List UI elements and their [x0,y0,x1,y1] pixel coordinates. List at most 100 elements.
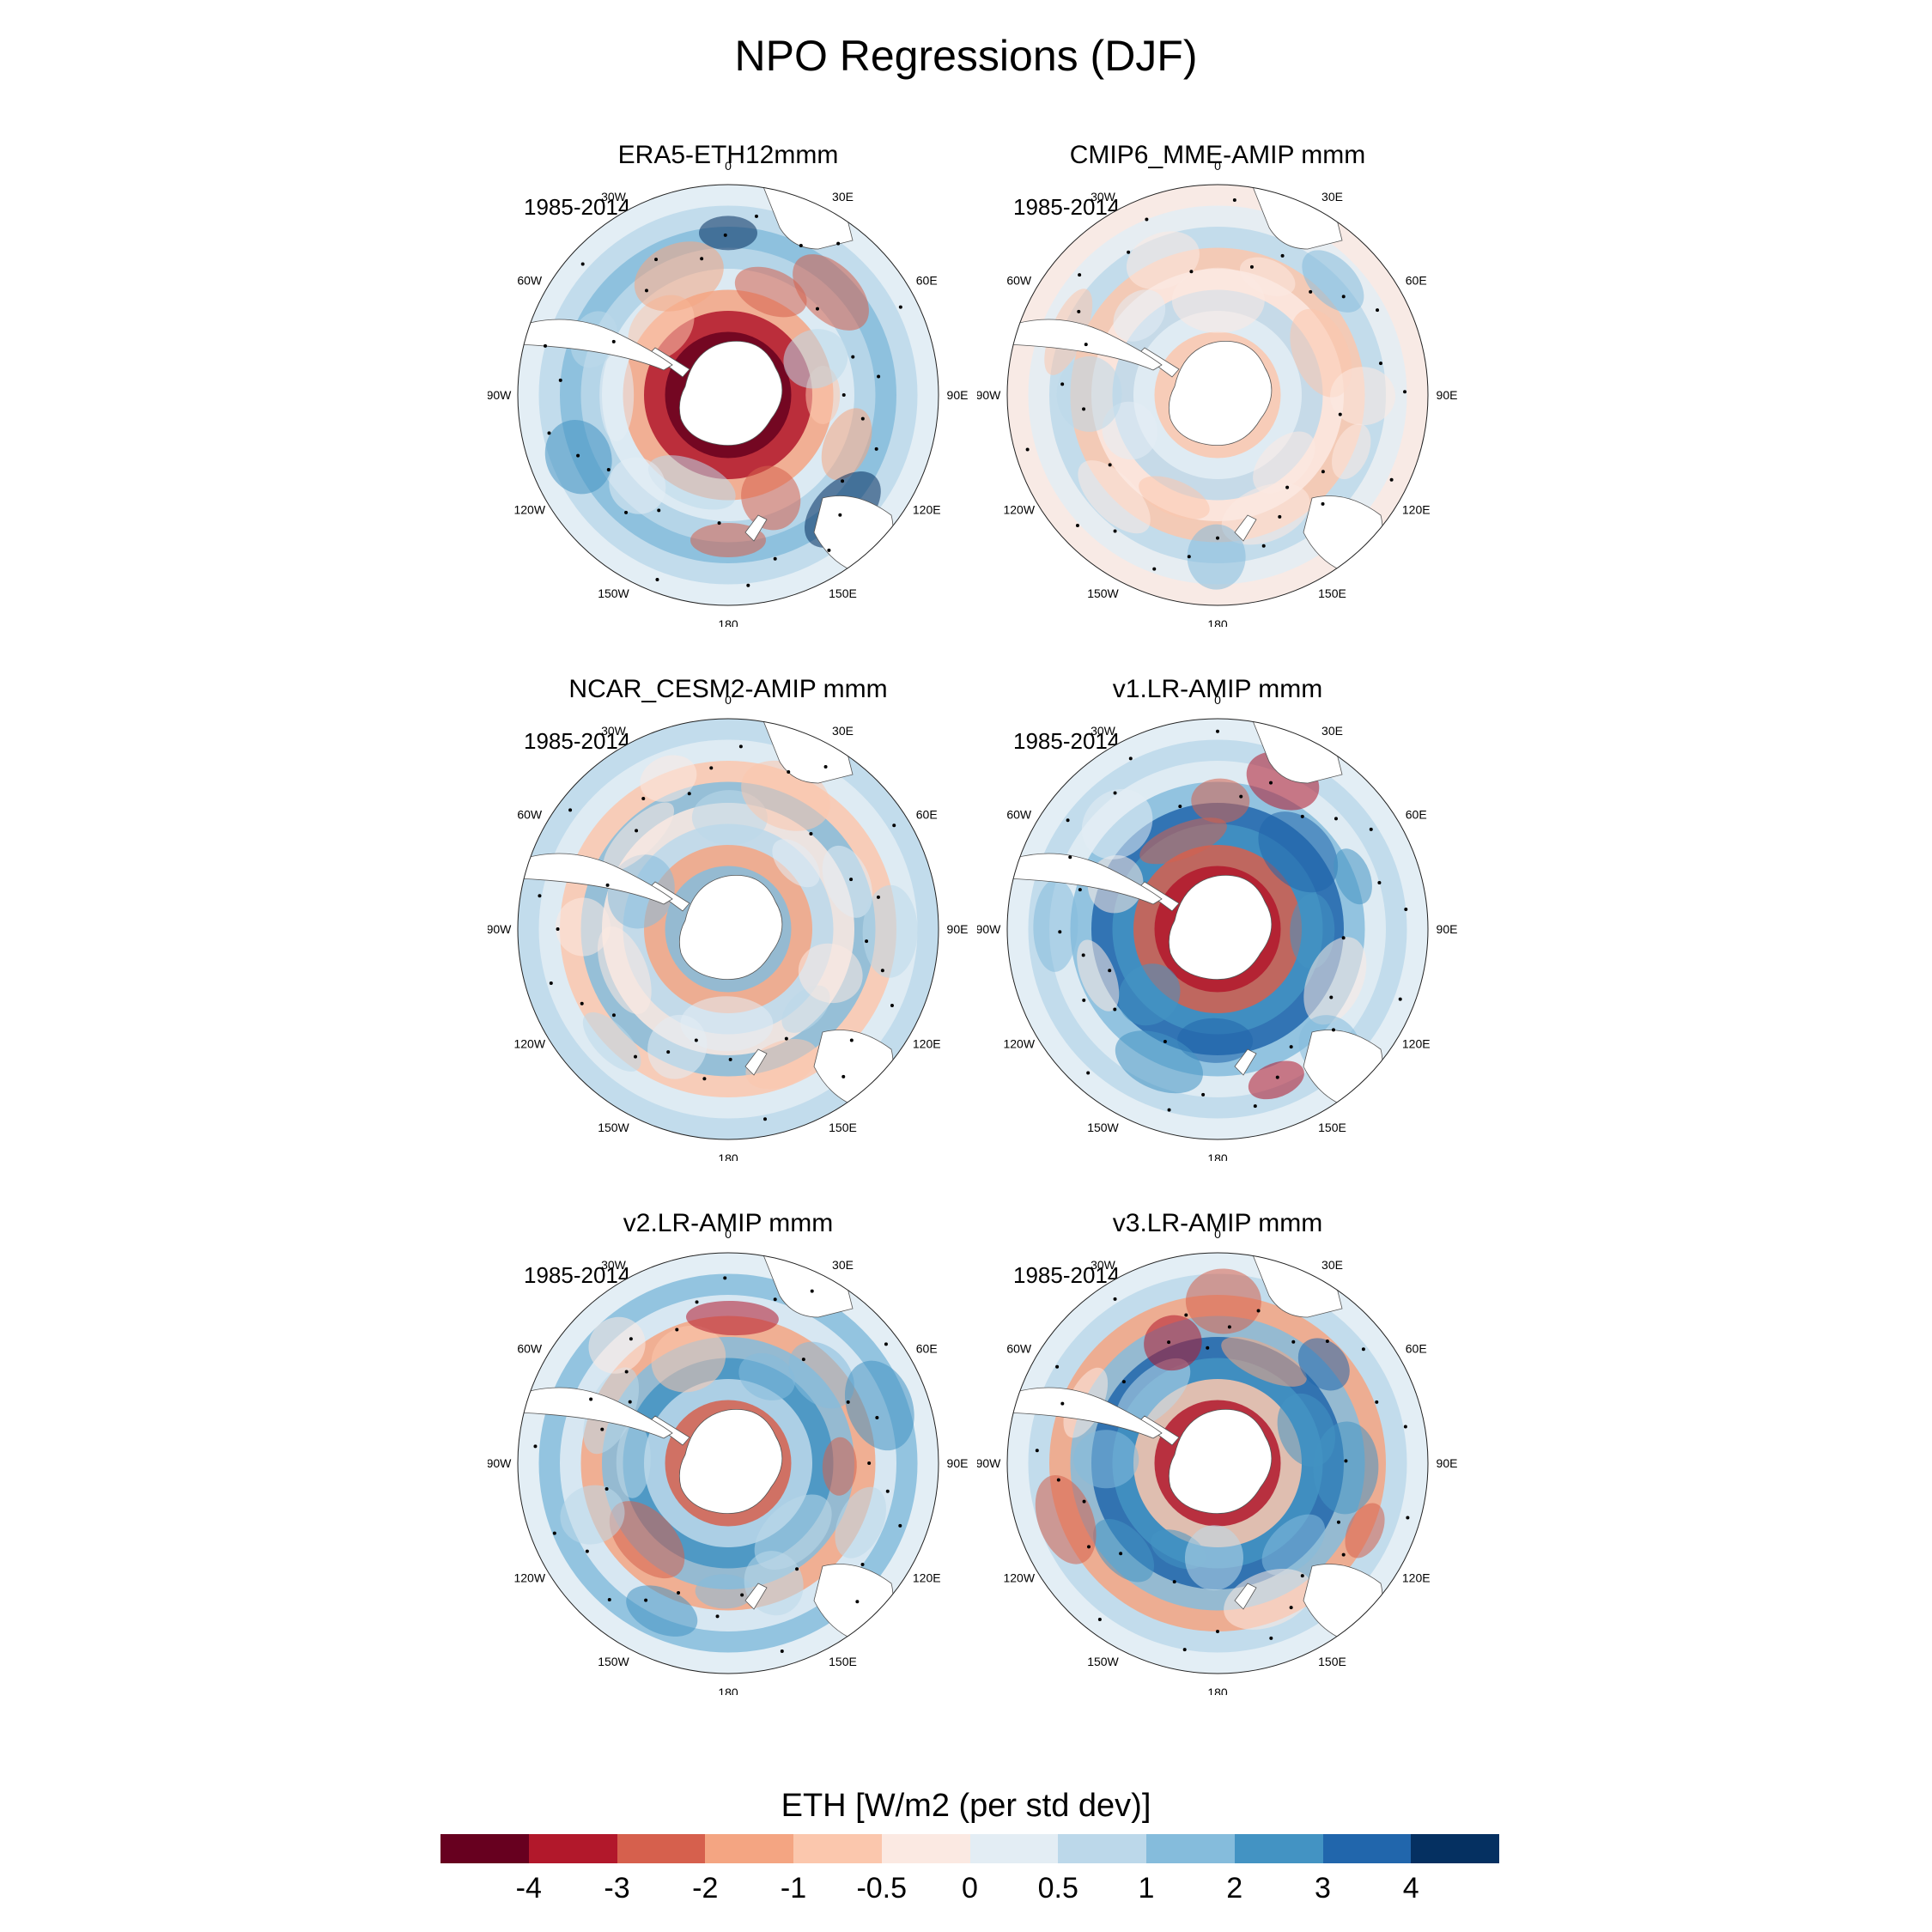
anomaly-field [1007,1253,1428,1674]
anomaly-blob [1093,1518,1155,1583]
colorbar-segment [1234,1834,1323,1863]
significance-dot [1082,998,1086,1002]
anomaly-blob [1073,1430,1139,1489]
longitude-label: 120W [513,1037,545,1051]
africa [1251,1253,1343,1318]
longitude-label: 30E [1321,1258,1343,1272]
significance-dot [1056,1478,1060,1482]
significance-dot [1336,1520,1340,1524]
significance-dot [1184,1313,1188,1317]
significance-dot [1249,264,1254,269]
panel-title: CMIP6_MME-AMIP mmm [1069,141,1366,169]
significance-dot [605,1487,609,1492]
polar-map: 0 30E 60E 90E 120E 150E 180 150W 120W 90W 60W 30W [488,1227,968,1695]
africa [762,1253,854,1318]
new-zealand [744,1583,768,1610]
significance-dot [709,766,714,770]
longitude-label: 150W [1087,586,1119,600]
anomaly-blob [685,1300,779,1336]
anomaly-field [1007,719,1428,1139]
anomaly-blob [1139,817,1227,865]
significance-dot [1182,1648,1187,1652]
colorbar-tick-label: -4 [515,1872,542,1905]
significance-dot [1275,1075,1279,1079]
significance-dot [1289,1606,1293,1610]
colorbar-tick-label: -2 [692,1872,719,1905]
longitude-label: 150E [1318,1121,1346,1134]
significance-dot [1068,855,1072,860]
anomaly-blob [1126,231,1200,290]
significance-dot [700,257,704,261]
significance-dot [1291,1340,1296,1344]
significance-dot [838,513,842,517]
significance-dot [544,343,548,348]
panel-title: v3.LR-AMIP mmm [1112,1209,1323,1237]
significance-dot [1075,524,1079,528]
significance-dot [1331,1028,1335,1032]
significance-dot [558,378,562,382]
significance-dot [538,894,542,898]
antarctica-landmass [678,1408,783,1515]
anomaly-blob [835,1486,887,1558]
significance-dot [702,1077,707,1081]
longitude-label: 90E [1437,388,1458,402]
longitude-label: 90W [977,1456,1001,1470]
significance-dot [1025,447,1030,452]
colorbar-tick-label: -3 [604,1872,630,1905]
significance-dot [1256,1309,1261,1313]
significance-dot [1055,1364,1060,1369]
significance-dot [1389,477,1394,482]
significance-dot [568,808,573,812]
significance-dot [841,1074,846,1078]
colorbar-segment [1146,1834,1235,1863]
anomaly-blob [1224,1569,1313,1630]
panel-title: v1.LR-AMIP mmm [1112,675,1323,703]
significance-dot [1341,936,1346,940]
significance-dot [1253,1104,1257,1109]
anomaly-blob [772,839,820,888]
colorbar-tick-label: -1 [780,1872,807,1905]
panel-period: 1985-2014 [524,728,631,754]
significance-dot [849,878,854,882]
longitude-label: 30E [1321,724,1343,738]
significance-dot [1119,1552,1123,1556]
longitude-label: 180 [718,617,738,627]
anomaly-blob [1302,250,1364,313]
anomaly-blob [628,295,695,361]
significance-dot [1058,930,1062,934]
significance-dot [611,1013,616,1018]
longitude-label: 180 [1207,617,1228,627]
significance-dot [1060,382,1065,386]
longitude-label: 90E [947,388,969,402]
significance-dot [890,1004,894,1008]
longitude-label: 150E [829,1655,857,1668]
figure-title: NPO Regressions (DJF) [734,32,1198,80]
significance-dot [1206,1346,1210,1350]
significance-dot [1113,791,1117,795]
anomaly-blob [1144,1315,1202,1371]
colorbar-segment [617,1834,706,1863]
significance-dot [1280,253,1285,258]
significance-dot [1097,1617,1102,1621]
significance-dot [607,1598,611,1602]
significance-dot [1289,1045,1293,1049]
map-boundary [1006,718,1429,1140]
longitude-label: 30E [832,190,854,204]
significance-dot [1216,729,1219,733]
significance-dot [867,1461,872,1465]
longitude-label: 120E [913,503,941,517]
longitude-label: 90W [488,388,512,402]
map-boundary [517,184,939,606]
significance-dot [885,1489,890,1493]
longitude-label: 30W [1091,190,1116,204]
longitude-label: 120E [1402,1037,1431,1051]
longitude-label: 150W [1087,1121,1119,1134]
significance-dot [884,1342,888,1346]
significance-dot [784,1036,788,1041]
significance-dot [1216,1630,1219,1633]
polar-map: 0 30E 60E 90E 120E 150E 180 150W 120W 90W 60W 30W [488,693,968,1161]
colorbar-segment [1058,1834,1146,1863]
polar-map: 0 30E 60E 90E 120E 150E 180 150W 120W 90W 60W 30W [488,159,969,627]
anomaly-blob [1139,476,1210,519]
longitude-label: 30W [1091,724,1116,738]
